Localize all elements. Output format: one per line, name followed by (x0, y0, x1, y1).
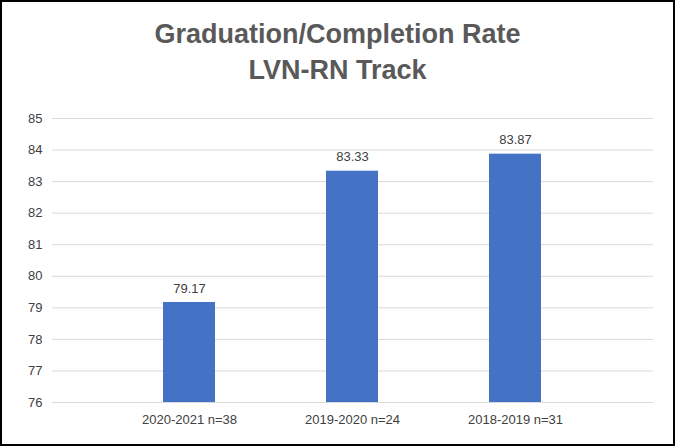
svg-text:83.33: 83.33 (336, 149, 369, 164)
svg-text:2019-2020 n=24: 2019-2020 n=24 (305, 412, 400, 427)
svg-text:79.17: 79.17 (173, 281, 206, 296)
html-text:Graduation/Completion Rate: Graduation/Completion Rate (154, 19, 521, 49)
svg-text:2018-2019 n=31: 2018-2019 n=31 (468, 412, 563, 427)
svg-text:82: 82 (28, 205, 42, 220)
html-text:LVN-RN Track: LVN-RN Track (248, 55, 427, 85)
svg-text:2020-2021 n=38: 2020-2021 n=38 (142, 412, 237, 427)
svg-text:78: 78 (28, 332, 42, 347)
svg-text:79: 79 (28, 300, 42, 315)
svg-text:77: 77 (28, 363, 42, 378)
svg-text:80: 80 (28, 268, 42, 283)
svg-text:84: 84 (28, 142, 42, 157)
svg-text:83.87: 83.87 (499, 132, 532, 147)
svg-text:76: 76 (28, 395, 42, 410)
svg-text:83: 83 (28, 174, 42, 189)
svg-text:81: 81 (28, 237, 42, 252)
svg-text:85: 85 (28, 111, 42, 126)
